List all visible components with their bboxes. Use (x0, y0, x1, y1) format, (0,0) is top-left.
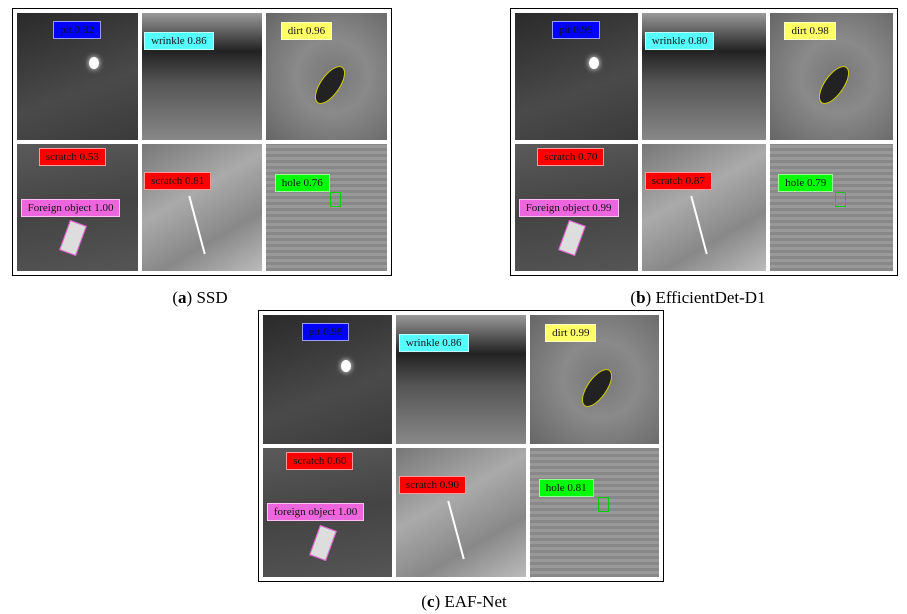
defect (61, 221, 86, 255)
image-tile: pit 0.92 (17, 13, 138, 140)
caption-part: ) SSD (187, 288, 228, 307)
panel: pit 0.92 wrinkle 0.86 dirt 0.96 scratch 0.5… (12, 8, 392, 276)
image-tile: hole 0.79 (770, 144, 893, 271)
image-tile: wrinkle 0.86 (396, 315, 525, 444)
image-tile: hole 0.81 (530, 448, 659, 577)
image-tile: wrinkle 0.86 (142, 13, 263, 140)
image-tile: scratch 0.81 (142, 144, 263, 271)
detection-label: hole 0.81 (539, 479, 594, 497)
caption: (c) EAF-Net (261, 592, 667, 612)
detection-label: scratch 0.70 (537, 148, 604, 166)
defect (310, 62, 349, 107)
image-tile: pit 0.98 (263, 315, 392, 444)
image-tile: dirt 0.98 (770, 13, 893, 140)
defect (330, 192, 341, 207)
defect (690, 196, 707, 254)
detection-label: hole 0.76 (275, 174, 330, 192)
detection-label: wrinkle 0.86 (399, 334, 469, 352)
defect (447, 500, 464, 558)
defect (188, 196, 205, 254)
caption: (a) SSD (10, 288, 390, 308)
detection-label: Foreign object 1.00 (21, 199, 121, 217)
detection-label: hole 0.79 (778, 174, 833, 192)
detection-label: pit 0.99 (552, 21, 600, 39)
caption-part: ) EfficientDet-D1 (646, 288, 766, 307)
caption-part: b (636, 288, 645, 307)
image-tile: hole 0.76 (266, 144, 387, 271)
defect (589, 57, 599, 69)
defect (89, 57, 99, 69)
caption-part: a (178, 288, 187, 307)
panel: pit 0.99 wrinkle 0.80 dirt 0.98 scratch 0.7… (510, 8, 898, 276)
detection-label: pit 0.92 (53, 21, 101, 39)
caption-part: ) EAF-Net (434, 592, 506, 611)
detection-label: scratch 0.90 (399, 476, 466, 494)
image-tile: scratch 0.87 (642, 144, 765, 271)
image-tile: scratch 0.60 foreign object 1.00 (263, 448, 392, 577)
panel: pit 0.98 wrinkle 0.86 dirt 0.99 scratch 0.6… (258, 310, 664, 582)
detection-label: scratch 0.81 (144, 172, 211, 190)
image-tile: pit 0.99 (515, 13, 638, 140)
detection-label: dirt 0.99 (545, 324, 596, 342)
detection-label: wrinkle 0.86 (144, 32, 214, 50)
detection-label: dirt 0.96 (281, 22, 332, 40)
detection-label: scratch 0.87 (645, 172, 712, 190)
detection-label: scratch 0.53 (39, 148, 106, 166)
defect (560, 221, 585, 255)
detection-label: scratch 0.60 (286, 452, 353, 470)
image-tile: wrinkle 0.80 (642, 13, 765, 140)
defect (835, 192, 846, 207)
image-tile: dirt 0.96 (266, 13, 387, 140)
image-tile: scratch 0.70 Foreign object 0.99 (515, 144, 638, 271)
defect (341, 360, 351, 372)
detection-label: pit 0.98 (302, 323, 350, 341)
detection-label: wrinkle 0.80 (645, 32, 715, 50)
defect (815, 62, 854, 107)
image-tile: scratch 0.90 (396, 448, 525, 577)
detection-label: Foreign object 0.99 (519, 199, 619, 217)
defect (310, 526, 335, 560)
figure: pit 0.92 wrinkle 0.86 dirt 0.96 scratch 0.5… (0, 0, 907, 614)
image-tile: dirt 0.99 (530, 315, 659, 444)
defect (577, 365, 616, 410)
image-tile: scratch 0.53 Foreign object 1.00 (17, 144, 138, 271)
caption: (b) EfficientDet-D1 (504, 288, 892, 308)
detection-label: dirt 0.98 (784, 22, 835, 40)
detection-label: foreign object 1.00 (267, 503, 364, 521)
defect (598, 497, 609, 512)
